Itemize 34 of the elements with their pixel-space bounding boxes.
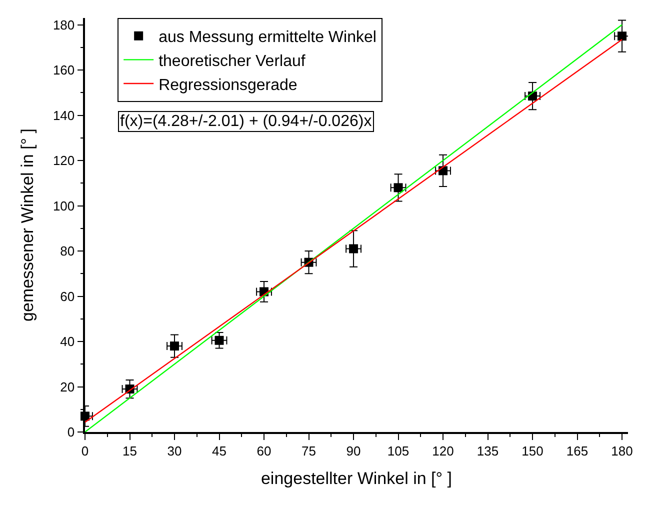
x-tick-label: 15 (122, 443, 137, 458)
legend-label: theoretischer Verlauf (158, 52, 306, 70)
y-tick-label: 140 (52, 108, 75, 123)
x-tick-label: 90 (346, 443, 361, 458)
point (214, 336, 224, 345)
y-tick-label: 160 (52, 62, 75, 78)
y-tick-label: 80 (60, 244, 75, 259)
annotation: f(x)=(4.28+/-2.01) + (0.94+/-0.026)x (120, 113, 372, 130)
x-tick-label: 120 (432, 443, 454, 458)
x-tick-label: 165 (566, 443, 588, 458)
x-tick-label: 45 (212, 443, 226, 458)
x-tick-label: 105 (387, 443, 410, 458)
y-tick-label: 120 (52, 153, 75, 168)
point (394, 183, 403, 192)
x-axis-title: eingestellter Winkel in [° ] (260, 469, 452, 488)
y-tick-label: 0 (67, 424, 75, 440)
point (618, 32, 627, 41)
x-tick-label: 75 (302, 443, 316, 458)
y-tick-label: 60 (60, 288, 75, 304)
y-tick-label: 40 (60, 334, 75, 350)
x-tick-label: 0 (81, 443, 89, 458)
x-tick-label: 60 (256, 443, 272, 458)
y-tick-label: 20 (60, 379, 75, 394)
x-tick-label: 135 (476, 443, 499, 458)
point (170, 342, 180, 351)
x-tick-label: 30 (167, 443, 182, 458)
y-tick-label: 180 (52, 17, 75, 32)
x-tick-label: 180 (611, 443, 633, 458)
legend-label: Regressionsgerade (158, 76, 298, 94)
x-tick-label: 150 (522, 443, 544, 458)
point (349, 244, 358, 254)
y-tick-label: 100 (52, 198, 75, 214)
legend-label: aus Messung ermittelte Winkel (158, 29, 376, 46)
y-axis-title: gemessener Winkel in [° ] (18, 128, 37, 322)
